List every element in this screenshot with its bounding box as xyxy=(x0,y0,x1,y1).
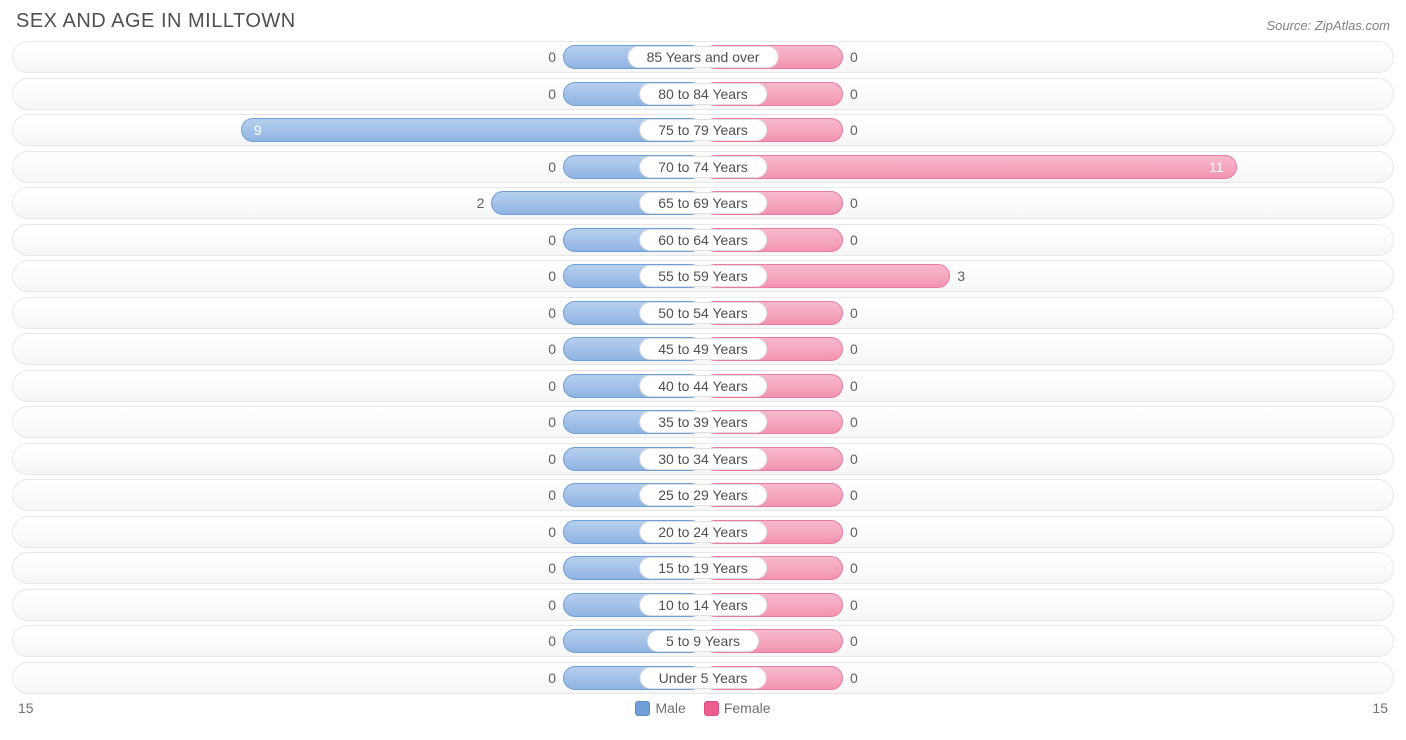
pyramid-row: 0 0 Under 5 Years xyxy=(12,662,1394,694)
pyramid-row: 0 0 40 to 44 Years xyxy=(12,370,1394,402)
female-value: 0 xyxy=(842,86,866,102)
male-value: 0 xyxy=(540,451,564,467)
pyramid-row: 0 0 50 to 54 Years xyxy=(12,297,1394,329)
age-category-label: 55 to 59 Years xyxy=(639,265,767,287)
chart-legend: Male Female xyxy=(78,700,1328,716)
age-category-label: 75 to 79 Years xyxy=(639,119,767,141)
pyramid-row: 0 0 20 to 24 Years xyxy=(12,516,1394,548)
age-category-label: 20 to 24 Years xyxy=(639,521,767,543)
female-value: 0 xyxy=(842,451,866,467)
age-category-label: 15 to 19 Years xyxy=(639,557,767,579)
pyramid-row: 0 0 25 to 29 Years xyxy=(12,479,1394,511)
age-category-label: 30 to 34 Years xyxy=(639,448,767,470)
female-value: 11 xyxy=(1201,159,1236,175)
pyramid-row: 0 0 15 to 19 Years xyxy=(12,552,1394,584)
age-category-label: 45 to 49 Years xyxy=(639,338,767,360)
female-value: 3 xyxy=(949,268,973,284)
male-value: 0 xyxy=(540,597,564,613)
female-value: 0 xyxy=(842,487,866,503)
pyramid-row: 0 11 70 to 74 Years xyxy=(12,151,1394,183)
male-value: 0 xyxy=(540,268,564,284)
female-bar: 11 xyxy=(703,155,1237,179)
chart-header: SEX AND AGE IN MILLTOWN Source: ZipAtlas… xyxy=(12,10,1394,41)
age-category-label: 65 to 69 Years xyxy=(639,192,767,214)
female-value: 0 xyxy=(842,670,866,686)
pyramid-row: 0 0 85 Years and over xyxy=(12,41,1394,73)
age-category-label: 60 to 64 Years xyxy=(639,229,767,251)
male-value: 0 xyxy=(540,341,564,357)
chart-footer: 15 Male Female 15 xyxy=(12,698,1394,716)
age-category-label: 10 to 14 Years xyxy=(639,594,767,616)
female-value: 0 xyxy=(842,305,866,321)
male-value: 0 xyxy=(540,524,564,540)
pyramid-row: 2 0 65 to 69 Years xyxy=(12,187,1394,219)
female-value: 0 xyxy=(842,232,866,248)
female-value: 0 xyxy=(842,597,866,613)
male-value: 0 xyxy=(540,633,564,649)
age-category-label: Under 5 Years xyxy=(640,667,767,689)
pyramid-row: 0 0 10 to 14 Years xyxy=(12,589,1394,621)
chart-source: Source: ZipAtlas.com xyxy=(1266,18,1390,33)
axis-max-left: 15 xyxy=(18,700,78,716)
pyramid-row: 0 0 30 to 34 Years xyxy=(12,443,1394,475)
male-value: 0 xyxy=(540,487,564,503)
female-value: 0 xyxy=(842,524,866,540)
female-value: 0 xyxy=(842,378,866,394)
pyramid-row: 0 0 80 to 84 Years xyxy=(12,78,1394,110)
age-category-label: 70 to 74 Years xyxy=(639,156,767,178)
female-value: 0 xyxy=(842,560,866,576)
legend-swatch-male xyxy=(635,701,650,716)
age-category-label: 85 Years and over xyxy=(628,46,779,68)
legend-item-male: Male xyxy=(635,700,685,716)
male-value: 2 xyxy=(469,195,493,211)
male-value: 0 xyxy=(540,49,564,65)
legend-label-male: Male xyxy=(655,700,685,716)
pyramid-row: 9 0 75 to 79 Years xyxy=(12,114,1394,146)
male-value: 0 xyxy=(540,378,564,394)
male-value: 0 xyxy=(540,305,564,321)
female-value: 0 xyxy=(842,633,866,649)
pyramid-row: 0 0 5 to 9 Years xyxy=(12,625,1394,657)
male-bar: 9 xyxy=(241,118,703,142)
pyramid-row: 0 0 35 to 39 Years xyxy=(12,406,1394,438)
male-value: 0 xyxy=(540,159,564,175)
female-value: 0 xyxy=(842,414,866,430)
male-value: 0 xyxy=(540,560,564,576)
female-value: 0 xyxy=(842,122,866,138)
female-value: 0 xyxy=(842,195,866,211)
axis-max-right: 15 xyxy=(1328,700,1388,716)
pyramid-row: 0 0 45 to 49 Years xyxy=(12,333,1394,365)
age-category-label: 50 to 54 Years xyxy=(639,302,767,324)
population-pyramid-chart: 0 0 85 Years and over 0 0 80 to 84 Years 9 0 75 … xyxy=(12,41,1394,694)
male-value: 0 xyxy=(540,86,564,102)
female-value: 0 xyxy=(842,49,866,65)
male-value: 9 xyxy=(242,122,270,138)
legend-swatch-female xyxy=(704,701,719,716)
male-value: 0 xyxy=(540,670,564,686)
male-value: 0 xyxy=(540,414,564,430)
age-category-label: 35 to 39 Years xyxy=(639,411,767,433)
age-category-label: 5 to 9 Years xyxy=(647,630,759,652)
legend-item-female: Female xyxy=(704,700,771,716)
age-category-label: 80 to 84 Years xyxy=(639,83,767,105)
chart-title: SEX AND AGE IN MILLTOWN xyxy=(16,10,296,33)
legend-label-female: Female xyxy=(724,700,771,716)
age-category-label: 40 to 44 Years xyxy=(639,375,767,397)
female-value: 0 xyxy=(842,341,866,357)
pyramid-row: 0 0 60 to 64 Years xyxy=(12,224,1394,256)
male-value: 0 xyxy=(540,232,564,248)
age-category-label: 25 to 29 Years xyxy=(639,484,767,506)
pyramid-row: 0 3 55 to 59 Years xyxy=(12,260,1394,292)
